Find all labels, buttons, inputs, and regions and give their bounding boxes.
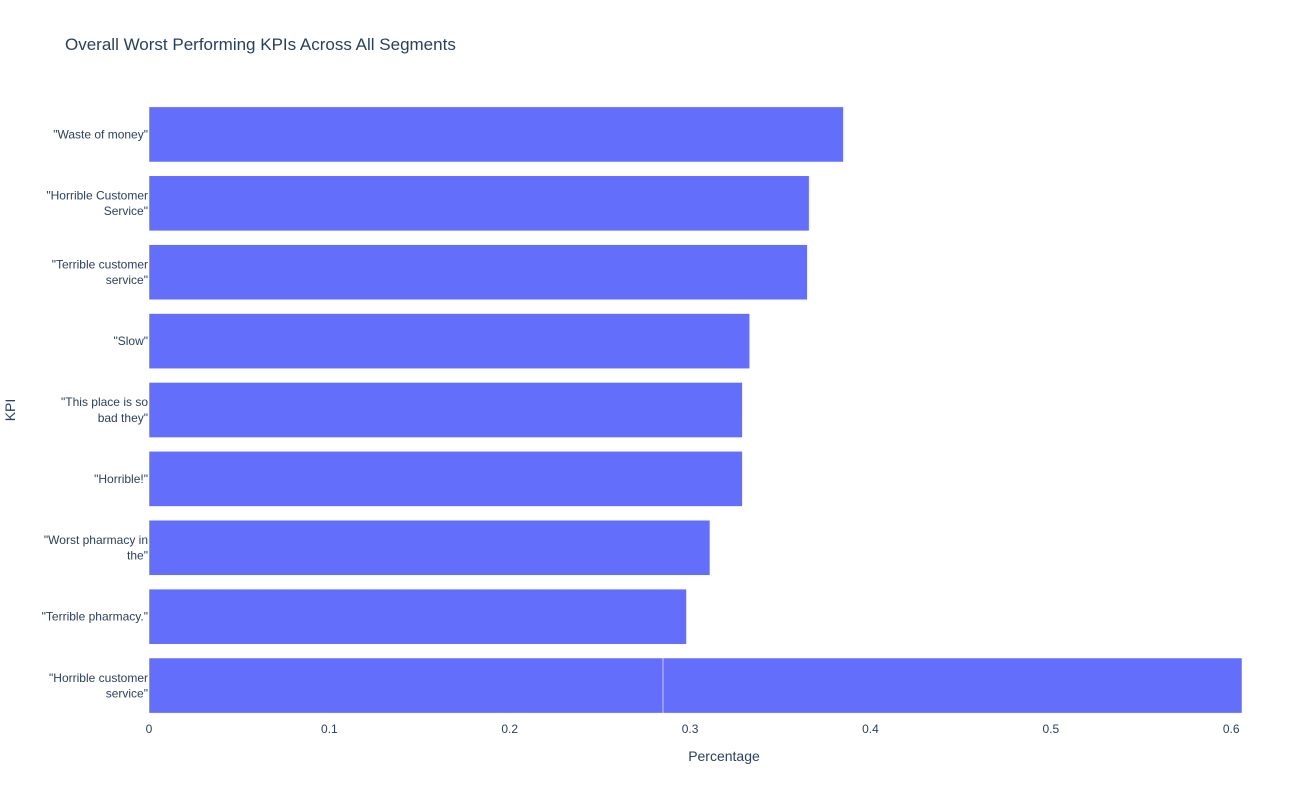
bar-0-segment-0 xyxy=(148,106,844,163)
bar-5-segment-0 xyxy=(148,451,743,507)
chart-title: Overall Worst Performing KPIs Across All… xyxy=(65,35,456,54)
x-tick-label: 0.5 xyxy=(1042,722,1059,736)
x-axis-title: Percentage xyxy=(688,748,760,764)
bar-3-segment-0 xyxy=(148,313,750,369)
x-axis-ticks: 0 0.1 0.2 0.3 0.4 0.5 0.6 xyxy=(146,722,1240,736)
bar-1-segment-0 xyxy=(148,175,810,232)
bar-8-segment-1 xyxy=(662,657,1243,714)
bar-4-segment-0 xyxy=(148,382,743,438)
y-tick-label: "Horrible customer service" xyxy=(49,671,148,701)
y-tick-label: "Worst pharmacy in the" xyxy=(44,533,148,563)
y-tick-label: "Waste of money" xyxy=(53,127,148,141)
x-tick-label: 0.1 xyxy=(321,722,338,736)
x-tick-label: 0.3 xyxy=(682,722,699,736)
y-tick-label: "Horrible Customer Service" xyxy=(46,189,148,219)
y-tick-label: "Terrible pharmacy." xyxy=(42,610,148,624)
x-tick-label: 0.2 xyxy=(501,722,518,736)
y-tick-label: "Terrible customer service" xyxy=(52,257,148,287)
x-tick-label: 0.4 xyxy=(862,722,879,736)
bar-8-segment-0 xyxy=(148,657,664,714)
y-tick-label: "Slow" xyxy=(113,334,148,348)
x-tick-label: 0 xyxy=(146,722,153,736)
y-axis-ticks: "Waste of money" "Horrible Customer Servic… xyxy=(42,127,149,700)
y-tick-label: "This place is so bad they" xyxy=(61,395,148,425)
bars-group xyxy=(148,106,1243,714)
bar-2-segment-0 xyxy=(148,244,808,301)
x-tick-label: 0.6 xyxy=(1223,722,1240,736)
bar-6-segment-0 xyxy=(148,519,711,576)
bar-7-segment-0 xyxy=(148,588,687,645)
y-tick-label: "Horrible!" xyxy=(94,472,148,486)
y-axis-title: KPI xyxy=(2,399,18,422)
